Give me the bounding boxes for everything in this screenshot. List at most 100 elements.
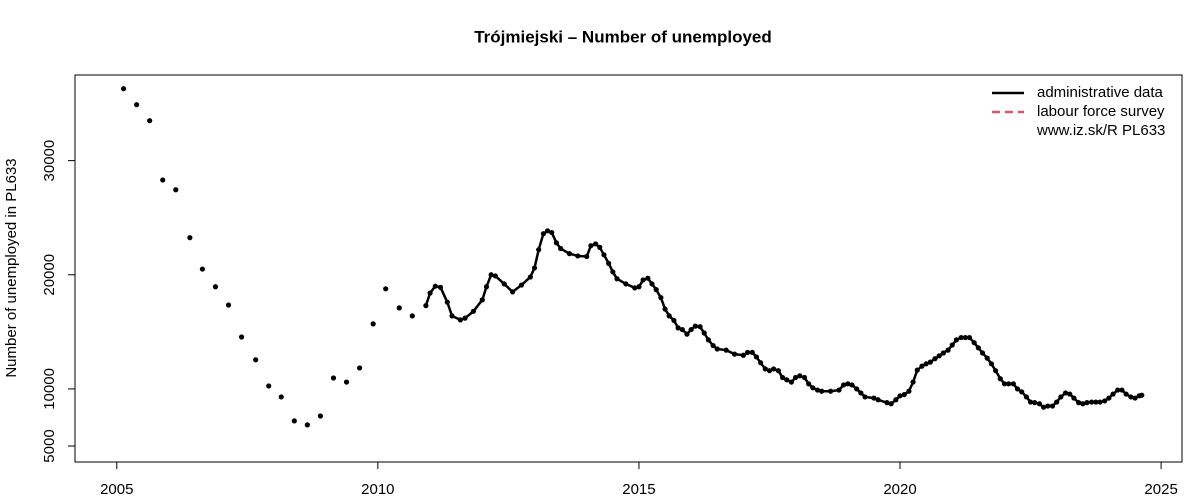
data-point	[518, 282, 525, 288]
data-point	[988, 361, 995, 367]
data-point	[936, 353, 942, 359]
data-point	[1062, 390, 1069, 396]
data-point	[225, 302, 232, 308]
data-point	[906, 388, 912, 394]
data-point	[544, 228, 551, 234]
data-point	[437, 284, 444, 290]
data-point	[801, 374, 808, 381]
data-point	[317, 413, 324, 419]
data-point	[771, 366, 777, 372]
data-point	[423, 303, 429, 309]
data-point	[984, 355, 990, 361]
data-point	[858, 390, 864, 396]
data-point	[645, 275, 651, 281]
data-point	[173, 187, 179, 193]
data-point	[330, 375, 337, 381]
data-point	[684, 331, 690, 337]
data-point	[1019, 389, 1025, 395]
y-tick-label: 10000	[41, 368, 58, 410]
data-point	[710, 342, 716, 349]
data-point	[343, 379, 350, 385]
data-point	[910, 379, 916, 385]
data-point	[692, 323, 698, 329]
data-point	[584, 253, 590, 260]
data-point	[632, 285, 638, 291]
data-point	[1093, 399, 1099, 405]
x-tick-label: 2005	[100, 481, 133, 498]
data-point	[979, 350, 986, 356]
data-point	[606, 260, 612, 266]
data-point	[1045, 403, 1051, 409]
data-point	[649, 281, 655, 287]
data-point	[509, 289, 516, 295]
x-tick-label: 2015	[622, 481, 655, 498]
data-point	[740, 352, 746, 358]
data-point	[597, 244, 603, 250]
data-point	[849, 382, 855, 388]
data-point	[120, 86, 127, 92]
data-point	[653, 287, 659, 293]
data-point	[662, 306, 668, 312]
data-point	[160, 177, 166, 183]
data-point	[792, 374, 799, 381]
legend-label: labour force survey	[1037, 103, 1165, 120]
data-point	[953, 337, 960, 343]
data-point	[797, 373, 803, 379]
data-point	[593, 241, 599, 247]
data-point	[1132, 395, 1138, 401]
data-point	[658, 295, 664, 301]
y-tick-label: 20000	[41, 254, 58, 296]
data-point	[588, 243, 594, 249]
data-point	[949, 342, 955, 348]
y-axis-label: Number of unemployed in PL633	[3, 158, 20, 377]
data-point	[610, 269, 616, 275]
data-point	[212, 284, 219, 290]
plot-frame	[74, 74, 1183, 463]
data-point	[1115, 387, 1121, 393]
data-point	[527, 274, 533, 280]
data-point	[462, 315, 468, 321]
data-point	[636, 284, 642, 290]
data-point	[919, 363, 925, 369]
data-point	[784, 377, 790, 383]
data-point	[675, 325, 681, 331]
data-point	[457, 317, 463, 323]
data-point	[762, 366, 768, 372]
x-tick-label: 2020	[883, 481, 916, 498]
data-point	[814, 387, 821, 393]
data-point	[1119, 387, 1125, 393]
data-point	[1058, 394, 1064, 400]
data-point	[1006, 381, 1012, 387]
data-point	[1097, 399, 1103, 405]
data-point	[291, 418, 297, 424]
data-point	[278, 394, 284, 400]
data-point	[575, 253, 581, 259]
data-point	[1010, 381, 1016, 387]
data-point	[744, 349, 751, 356]
data-point	[841, 382, 847, 388]
data-point	[253, 357, 259, 363]
data-point	[1023, 394, 1029, 400]
data-point	[540, 231, 546, 237]
data-point	[779, 374, 786, 381]
data-point	[370, 321, 376, 327]
data-point	[701, 330, 707, 336]
data-point	[871, 395, 877, 401]
data-point	[432, 283, 438, 289]
legend-note: www.iz.sk/R PL633	[1036, 122, 1165, 139]
data-point	[134, 102, 140, 108]
data-point	[449, 313, 455, 319]
data-point	[1041, 404, 1047, 410]
data-point	[409, 313, 415, 319]
data-point	[396, 305, 402, 311]
data-point	[531, 265, 538, 271]
data-point	[854, 386, 860, 392]
data-point	[927, 359, 933, 365]
data-point	[1032, 400, 1038, 406]
data-point	[444, 299, 450, 305]
data-point	[749, 349, 755, 356]
data-point	[614, 276, 620, 282]
data-point	[187, 235, 193, 241]
data-point	[971, 340, 977, 346]
data-point	[383, 286, 389, 292]
